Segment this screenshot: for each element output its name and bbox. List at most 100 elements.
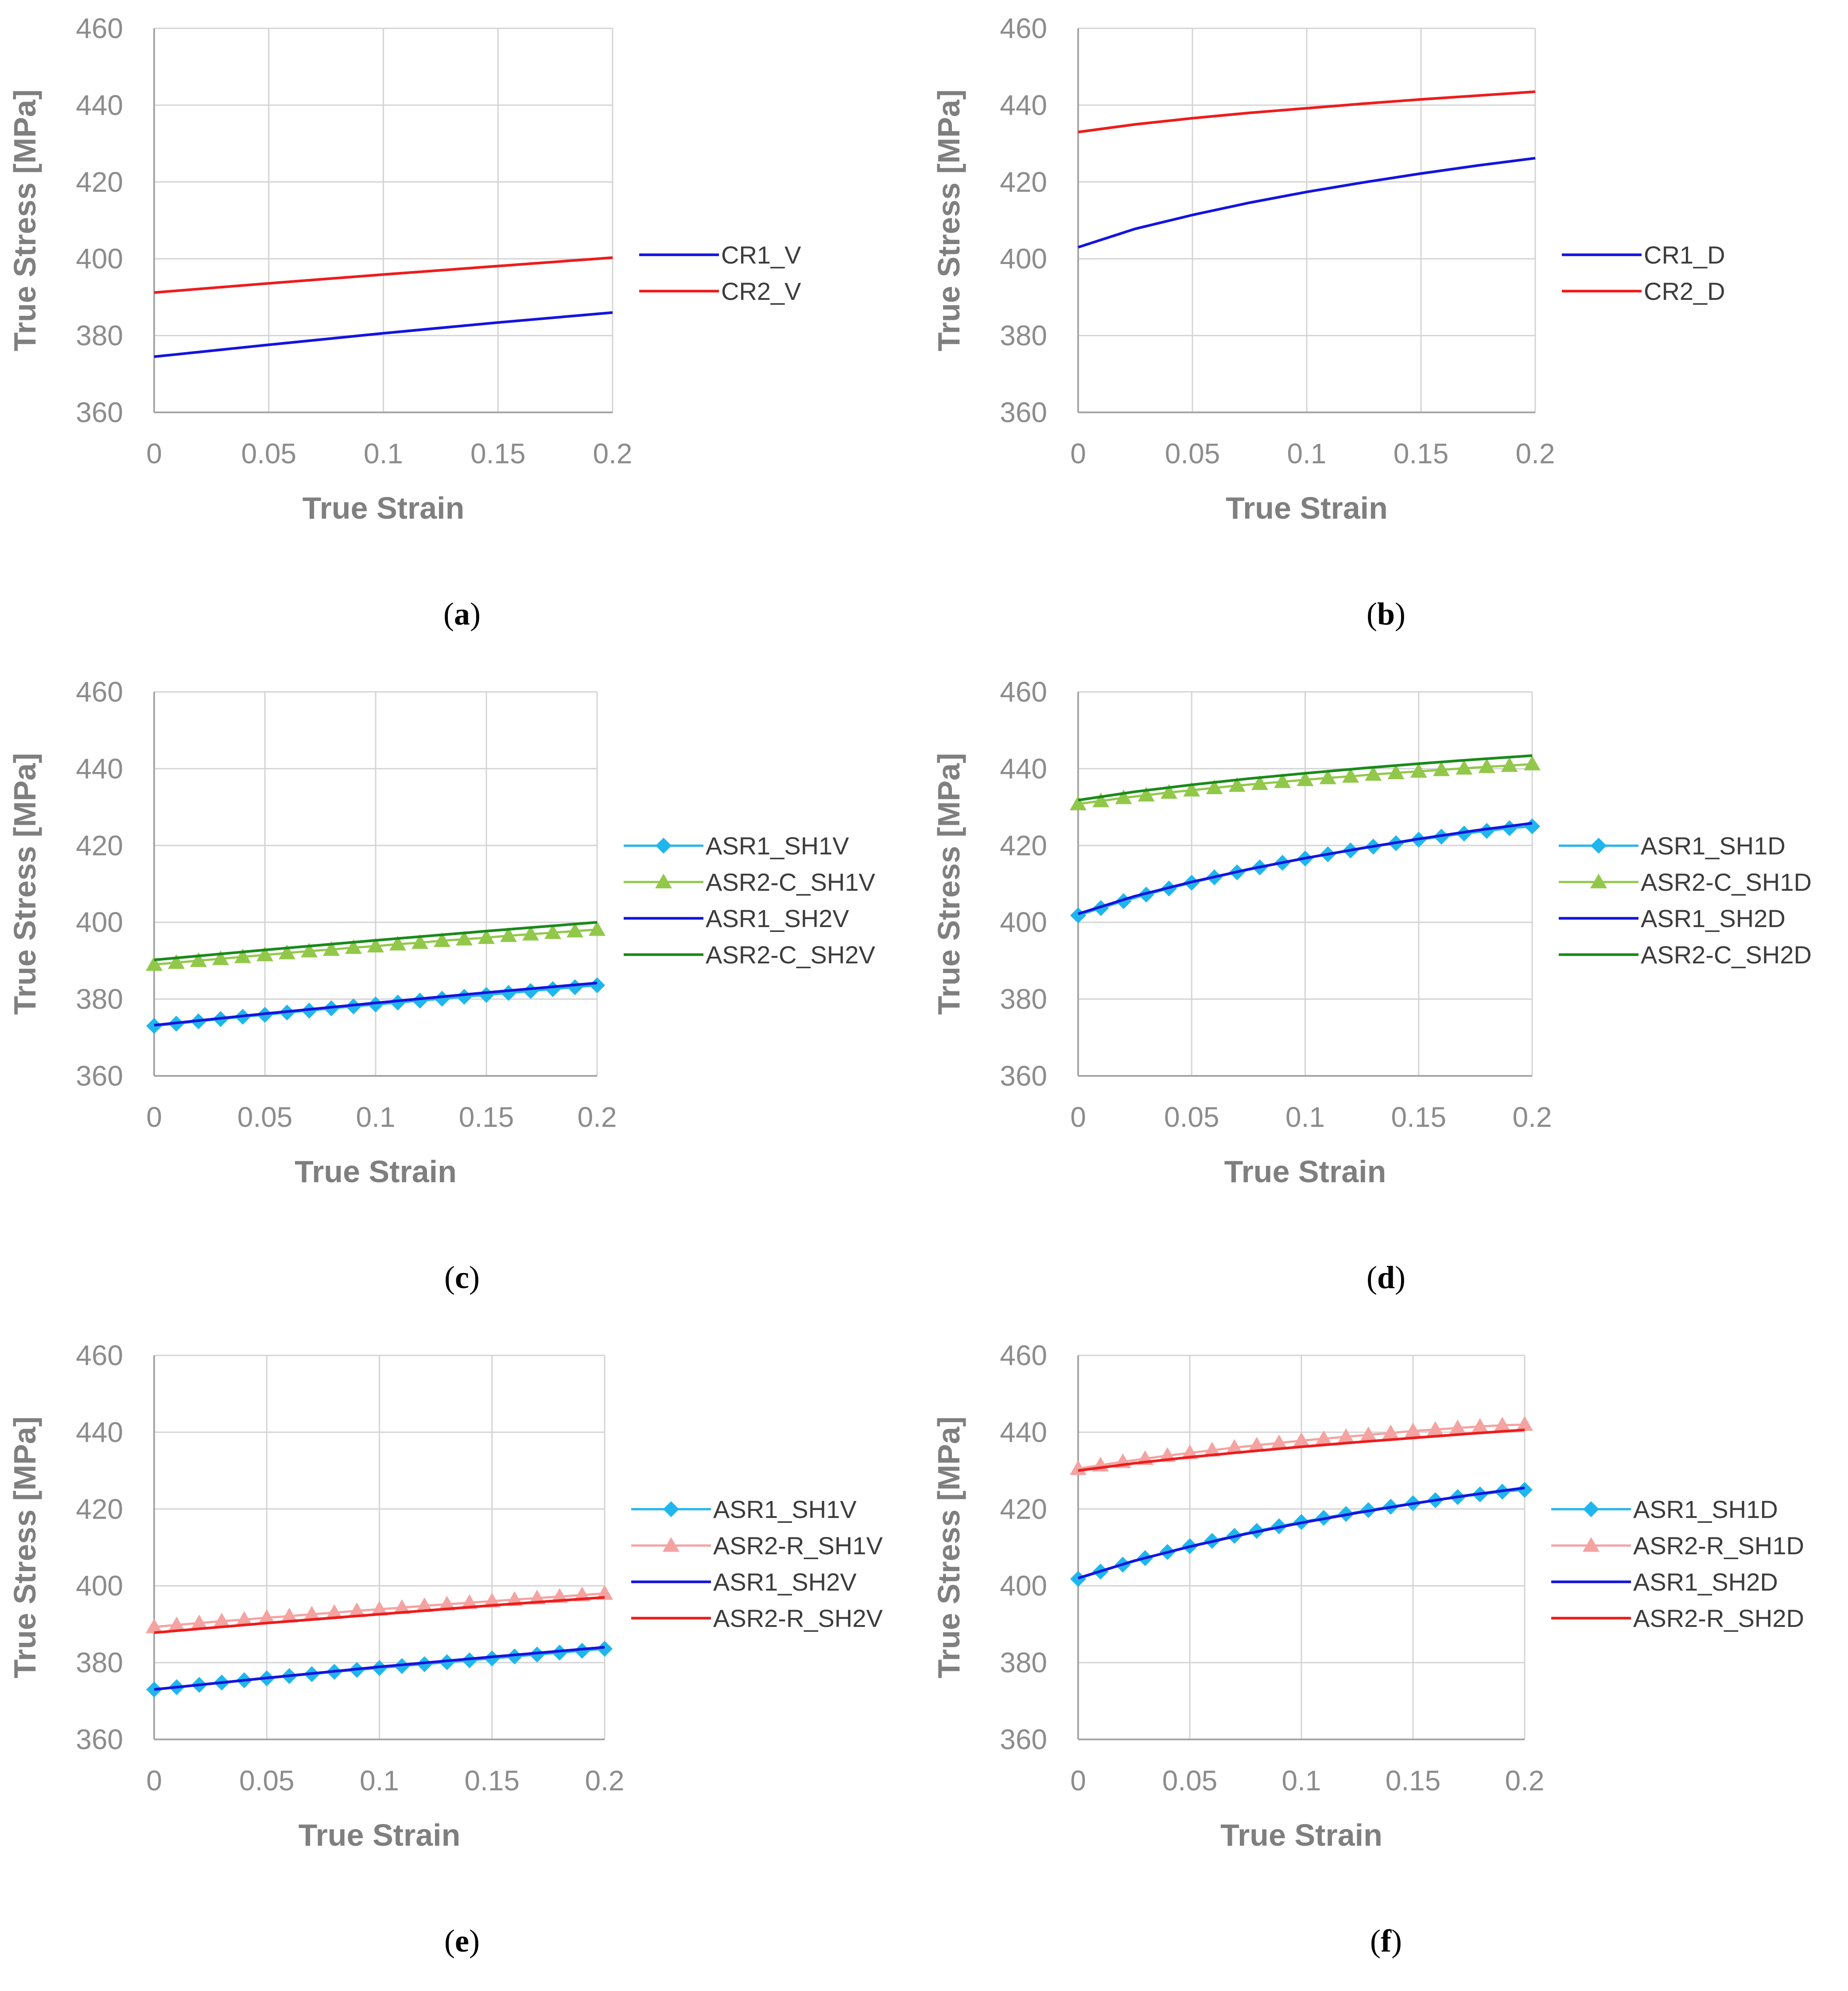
data-point bbox=[589, 921, 606, 936]
legend-label: CR1_D bbox=[1644, 241, 1725, 269]
legend-marker bbox=[1591, 838, 1607, 854]
data-point bbox=[1433, 761, 1450, 776]
y-tick-label: 400 bbox=[1000, 1570, 1047, 1602]
data-point bbox=[190, 952, 207, 967]
data-point bbox=[1387, 764, 1405, 780]
x-tick-label: 0 bbox=[146, 1765, 162, 1797]
legend-marker bbox=[1590, 873, 1607, 889]
series-ASR2-R_SH2D bbox=[1078, 1428, 1525, 1472]
x-tick-label: 0.05 bbox=[239, 1765, 295, 1797]
legend-item: ASR1_SH2D bbox=[1551, 1568, 1778, 1596]
legend-item: CR1_D bbox=[1562, 241, 1725, 269]
x-tick-label: 0.15 bbox=[470, 438, 526, 470]
data-point bbox=[501, 985, 516, 1001]
x-axis-title: True Strain bbox=[1220, 1818, 1382, 1852]
y-axis-title: True Stress [MPa] bbox=[8, 1417, 42, 1678]
data-point bbox=[190, 1615, 208, 1630]
x-tick-label: 0 bbox=[1070, 1101, 1086, 1133]
legend-item: ASR1_SH2V bbox=[631, 1568, 857, 1596]
data-point bbox=[1382, 1424, 1399, 1440]
data-point bbox=[367, 937, 384, 953]
data-point bbox=[1471, 1418, 1489, 1433]
gridlines bbox=[1077, 27, 1536, 413]
panel-caption: (d) bbox=[1366, 1260, 1405, 1295]
caption-letter: d bbox=[1377, 1260, 1395, 1295]
legend-label: CR1_V bbox=[721, 241, 801, 269]
data-point bbox=[1270, 1434, 1288, 1449]
series-line bbox=[1078, 157, 1536, 249]
series-ASR2-C_SH1V bbox=[146, 921, 606, 971]
data-point bbox=[478, 987, 494, 1003]
legend-marker bbox=[663, 1501, 679, 1518]
chart-svg-d: 360 380 400 420 440 460 0 0.05 0.1 0.15 0.2 True St… bbox=[932, 676, 1812, 1189]
y-axis-title: True Stress [MPa] bbox=[8, 753, 42, 1015]
data-point bbox=[301, 943, 318, 958]
data-point bbox=[279, 944, 295, 959]
series-line bbox=[154, 256, 613, 294]
legend-item: ASR2-R_SH2V bbox=[631, 1604, 883, 1632]
x-tick-label: 0 bbox=[1070, 438, 1086, 470]
x-tick-label: 0.05 bbox=[241, 438, 296, 470]
legend-label: ASR1_SH2V bbox=[706, 904, 849, 932]
data-point bbox=[1319, 769, 1336, 784]
legend: CR1_V CR2_V bbox=[639, 241, 801, 305]
y-tick-label: 400 bbox=[76, 1570, 123, 1602]
legend-item: ASR2-C_SH1V bbox=[624, 868, 875, 896]
data-point bbox=[323, 941, 340, 956]
data-point bbox=[1251, 775, 1268, 790]
series-CR1_V bbox=[154, 311, 613, 358]
chart-svg-e: 360 380 400 420 440 460 0 0.05 0.1 0.15 0.2 True St… bbox=[8, 1339, 883, 1852]
y-tick-label: 360 bbox=[1000, 396, 1047, 428]
data-point bbox=[523, 983, 539, 999]
data-point bbox=[1337, 1428, 1355, 1444]
x-tick-label: 0.2 bbox=[578, 1101, 617, 1133]
y-tick-label: 400 bbox=[1000, 906, 1047, 938]
y-tick-label: 400 bbox=[76, 243, 123, 275]
data-point bbox=[256, 946, 273, 962]
legend-item: ASR2-C_SH2V bbox=[624, 941, 875, 969]
data-point bbox=[478, 929, 495, 944]
data-point bbox=[1478, 758, 1495, 773]
data-point bbox=[236, 1611, 253, 1626]
series-ASR1_SH2V bbox=[154, 982, 598, 1027]
legend-marker bbox=[1583, 1501, 1599, 1518]
data-point bbox=[168, 954, 185, 969]
data-point bbox=[522, 926, 539, 941]
legend-label: ASR2-C_SH1V bbox=[706, 868, 875, 896]
legend-label: ASR1_SH1D bbox=[1641, 832, 1786, 860]
x-axis-title: True Strain bbox=[303, 491, 465, 525]
data-point bbox=[1494, 1417, 1511, 1432]
y-tick-label: 440 bbox=[1000, 89, 1047, 121]
legend-item: ASR2-C_SH2D bbox=[1559, 941, 1812, 969]
y-tick-label: 440 bbox=[76, 1416, 123, 1448]
data-point bbox=[1516, 1416, 1533, 1431]
series-CR1_D bbox=[1078, 157, 1536, 249]
series-line bbox=[1078, 822, 1533, 915]
x-tick-label: 0.15 bbox=[1394, 438, 1449, 470]
data-point bbox=[146, 1018, 162, 1034]
legend-item: ASR1_SH2V bbox=[624, 904, 849, 932]
x-tick-label: 0.15 bbox=[1386, 1765, 1441, 1797]
chart-panel-b: 360 380 400 420 440 460 0 0.05 0.1 0.15 0.2 True St… bbox=[924, 0, 1848, 664]
legend-marker bbox=[656, 838, 672, 854]
series-line bbox=[1078, 90, 1536, 134]
y-tick-label: 360 bbox=[76, 1723, 123, 1755]
y-tick-label: 460 bbox=[76, 12, 123, 44]
y-tick-label: 440 bbox=[76, 89, 123, 121]
x-tick-label: 0.1 bbox=[1282, 1765, 1321, 1797]
series-line bbox=[154, 921, 598, 962]
legend-label: ASR1_SH1V bbox=[706, 832, 849, 860]
panel-caption: (f) bbox=[1370, 1923, 1402, 1959]
data-point bbox=[1410, 763, 1427, 778]
x-tick-label: 0.15 bbox=[459, 1101, 514, 1133]
y-tick-label: 380 bbox=[1000, 983, 1047, 1015]
data-point bbox=[589, 977, 605, 994]
x-tick-label: 0 bbox=[146, 438, 162, 470]
legend-marker bbox=[655, 873, 672, 889]
chart-svg-f: 360 380 400 420 440 460 0 0.05 0.1 0.15 0.2 True St… bbox=[932, 1339, 1804, 1852]
data-point bbox=[1138, 787, 1155, 802]
data-point bbox=[1115, 789, 1132, 804]
y-tick-label: 360 bbox=[1000, 1723, 1047, 1755]
y-axis-title: True Stress [MPa] bbox=[932, 1417, 966, 1678]
data-point bbox=[456, 931, 473, 946]
